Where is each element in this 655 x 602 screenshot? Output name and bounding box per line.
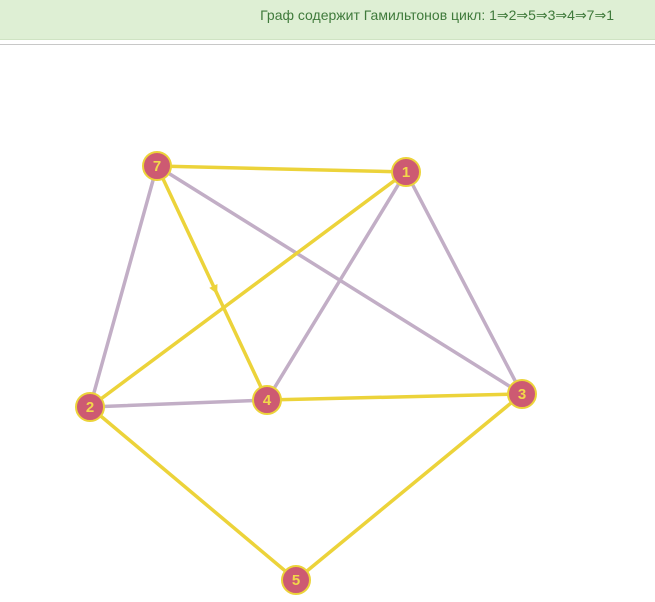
node-label: 5 xyxy=(292,572,300,589)
node-label: 7 xyxy=(153,158,161,175)
node-label: 4 xyxy=(263,392,272,409)
node-5[interactable]: 5 xyxy=(281,565,311,595)
edge-4-7 xyxy=(155,164,269,402)
hamiltonian-cycle-message: Граф содержит Гамильтонов цикл: 1⇒2⇒5⇒3⇒… xyxy=(260,7,614,23)
node-circle xyxy=(75,392,105,422)
nodes-layer: 1 2 3 4 5 7 xyxy=(75,151,537,595)
result-banner: Граф содержит Гамильтонов цикл: 1⇒2⇒5⇒3⇒… xyxy=(0,0,655,40)
node-circle xyxy=(252,385,282,415)
node-3[interactable]: 3 xyxy=(507,379,537,409)
edge-5-3 xyxy=(294,392,524,582)
edge-2-5 xyxy=(88,405,298,582)
node-circle xyxy=(391,157,421,187)
edge-direction-arrow-icon xyxy=(209,284,218,295)
node-circle xyxy=(507,379,537,409)
edge-3-4 xyxy=(265,392,524,402)
node-4[interactable]: 4 xyxy=(252,385,282,415)
edge-2-4 xyxy=(88,398,269,409)
node-circle xyxy=(281,565,311,595)
edge-7-2 xyxy=(88,164,159,409)
edge-1-3 xyxy=(404,170,524,396)
node-circle xyxy=(142,151,172,181)
node-2[interactable]: 2 xyxy=(75,392,105,422)
divider xyxy=(0,44,655,45)
edge-7-1 xyxy=(155,164,408,174)
node-label: 3 xyxy=(518,386,526,403)
node-label: 2 xyxy=(86,399,94,416)
edge-1-4 xyxy=(265,170,408,402)
node-7[interactable]: 7 xyxy=(142,151,172,181)
node-1[interactable]: 1 xyxy=(391,157,421,187)
edges-layer xyxy=(88,164,524,582)
edge-1-2 xyxy=(88,170,408,409)
node-label: 1 xyxy=(402,164,410,181)
